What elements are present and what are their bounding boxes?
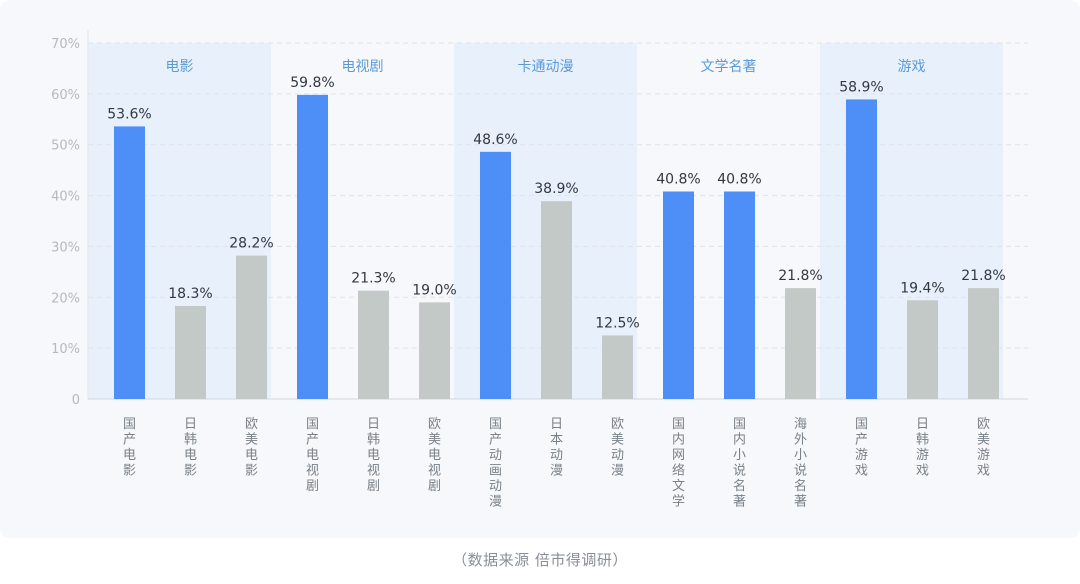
value-label: 19.0%: [412, 282, 456, 298]
value-label: 21.3%: [351, 271, 395, 287]
value-label: 18.3%: [168, 286, 212, 302]
bar: [297, 94, 328, 400]
group-label: 游戏: [898, 59, 926, 75]
category-label: 国产电影: [123, 417, 136, 479]
category-label: 日本动漫: [550, 417, 563, 479]
bar: [968, 288, 999, 399]
source-note: （数据来源 倍市得调研）: [452, 551, 628, 569]
bar: [236, 255, 267, 399]
bar: [663, 191, 694, 399]
value-label: 48.6%: [473, 132, 517, 148]
category-label: 国产动画动漫: [489, 417, 502, 510]
value-label: 21.8%: [778, 268, 822, 284]
category-label: 国产电视剧: [306, 417, 319, 494]
value-label: 12.5%: [595, 315, 639, 331]
category-label: 欧美游戏: [977, 417, 990, 479]
category-label: 欧美动漫: [611, 417, 624, 479]
y-tick-label: 60%: [51, 88, 80, 103]
category-label: 国产游戏: [855, 417, 868, 479]
bar: [541, 201, 572, 399]
bar: [358, 290, 389, 399]
bar: [602, 335, 633, 399]
bar: [724, 191, 755, 399]
category-label: 国内小说名著: [733, 417, 746, 510]
bar: [846, 99, 877, 400]
value-label: 28.2%: [229, 236, 273, 252]
group-label: 电视剧: [342, 59, 384, 75]
y-tick-label: 50%: [51, 139, 80, 154]
bar: [419, 302, 450, 399]
category-label: 日韩电视剧: [367, 417, 380, 494]
bar: [480, 151, 511, 399]
y-tick-label: 40%: [51, 190, 80, 205]
group-label: 文学名著: [701, 59, 757, 75]
bar: [907, 300, 938, 399]
value-label: 53.6%: [107, 106, 151, 122]
category-label: 国内网络文学: [672, 417, 685, 510]
value-label: 21.8%: [961, 268, 1005, 284]
group-label: 电影: [166, 59, 194, 75]
bar: [175, 305, 206, 399]
y-tick-label: 70%: [51, 37, 80, 52]
y-tick-label: 10%: [51, 342, 80, 357]
bar-chart: 0 10% 20% 30% 40% 50% 60% 70% 电影 53.6% 国产电影 18.3% 日韩…: [51, 30, 1028, 510]
value-label: 59.8%: [290, 75, 334, 91]
value-label: 19.4%: [900, 280, 944, 296]
y-tick-label: 30%: [51, 240, 80, 255]
value-label: 58.9%: [839, 79, 883, 95]
category-label: 日韩电影: [184, 417, 197, 479]
value-label: 38.9%: [534, 181, 578, 197]
category-label: 欧美电影: [245, 417, 258, 479]
y-tick-label: 20%: [51, 291, 80, 306]
value-label: 40.8%: [717, 172, 761, 188]
category-label: 日韩游戏: [916, 417, 929, 479]
bar: [114, 126, 145, 400]
value-label: 40.8%: [656, 172, 700, 188]
group-label: 卡通动漫: [518, 59, 574, 75]
chart-card: 0 10% 20% 30% 40% 50% 60% 70% 电影 53.6% 国产电影 18.3% 日韩…: [51, 30, 1028, 510]
category-label: 欧美电视剧: [428, 417, 441, 494]
y-tick-label: 0: [72, 393, 80, 408]
bar: [785, 288, 816, 399]
category-label: 海外小说名著: [794, 417, 807, 510]
